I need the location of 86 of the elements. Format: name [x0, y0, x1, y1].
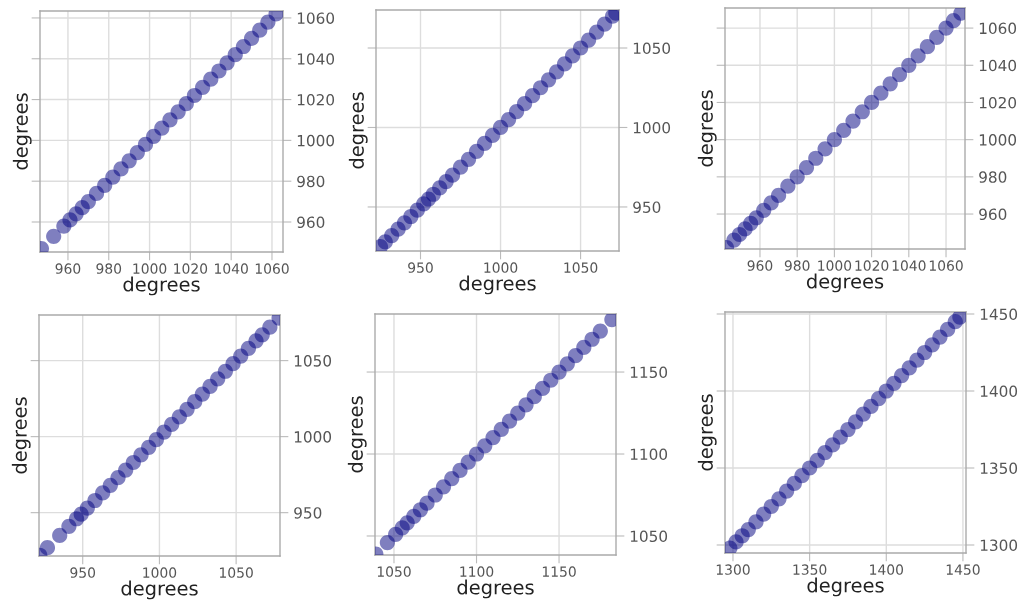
y-tick-label: 1050	[630, 530, 668, 542]
point	[52, 527, 68, 544]
y-tick-label: 1450	[980, 308, 1018, 321]
y-tick-label: 1400	[980, 385, 1018, 398]
x-tick-label: 1060	[255, 263, 289, 274]
x-tick-label: 1060	[929, 260, 963, 271]
point	[808, 150, 824, 166]
y-tick-label: 1020	[979, 96, 1017, 109]
x-tick-label: 1150	[542, 566, 576, 577]
point	[262, 319, 278, 335]
x-axis-title: degrees	[121, 580, 198, 600]
point	[770, 187, 787, 204]
y-axis-title: degrees	[348, 92, 368, 169]
x-tick-label: 1020	[174, 263, 208, 274]
x-axis-title: degrees	[457, 579, 534, 599]
point	[919, 39, 936, 55]
x-tick-label: 1000	[484, 262, 518, 273]
x-tick-label: 960	[747, 260, 773, 271]
x-tick-label: 1050	[377, 566, 411, 577]
x-tick-label: 1000	[143, 567, 177, 578]
x-tick-label: 950	[70, 567, 96, 578]
point	[789, 169, 805, 185]
y-tick-label: 1150	[630, 366, 668, 379]
y-tick-label: 1350	[980, 462, 1018, 475]
x-tick-label: 1000	[818, 260, 852, 271]
x-tick-label: 1000	[133, 263, 167, 274]
y-tick-label: 1000	[979, 134, 1017, 146]
y-axis-title: degrees	[12, 93, 32, 170]
point	[845, 113, 861, 129]
x-tick-label: 1020	[855, 260, 889, 271]
point	[817, 141, 833, 157]
x-tick-label: 960	[55, 263, 81, 274]
point	[952, 312, 966, 325]
y-tick-label: 1100	[630, 448, 668, 461]
point	[39, 540, 56, 556]
y-tick-label: 1060	[979, 22, 1017, 35]
point	[46, 228, 62, 244]
y-axis-title: degrees	[347, 396, 367, 473]
x-tick-label: 1040	[892, 260, 926, 271]
x-tick-label: 1300	[716, 564, 750, 575]
y-tick-label: 1000	[297, 134, 335, 147]
y-axis-title: degrees	[697, 394, 717, 471]
y-axis-title: degrees	[697, 90, 717, 167]
y-tick-label: 1050	[294, 355, 332, 367]
y-tick-label: 1040	[979, 59, 1017, 72]
y-tick-label: 1040	[297, 53, 335, 65]
y-tick-label: 950	[633, 201, 661, 213]
x-tick-label: 1050	[564, 262, 598, 273]
x-axis-title: degrees	[807, 577, 884, 597]
y-tick-label: 1300	[980, 539, 1018, 552]
point	[873, 85, 889, 101]
point	[901, 57, 917, 73]
x-tick-label: 950	[408, 262, 433, 273]
x-tick-label: 1450	[946, 564, 980, 575]
y-tick-label: 960	[297, 216, 325, 229]
point	[836, 122, 852, 138]
x-tick-label: 1400	[870, 564, 904, 575]
x-tick-label: 1350	[793, 564, 827, 575]
point	[864, 94, 880, 111]
point	[854, 104, 870, 120]
x-tick-label: 980	[784, 260, 810, 271]
y-tick-label: 980	[297, 175, 325, 188]
y-tick-label: 960	[979, 208, 1007, 221]
point	[882, 76, 898, 92]
x-tick-label: 1040	[215, 263, 248, 274]
y-tick-label: 1000	[294, 431, 332, 443]
x-tick-label: 1100	[460, 566, 494, 577]
point	[798, 159, 815, 176]
point	[910, 48, 926, 64]
x-axis-title: degrees	[123, 276, 200, 296]
point	[826, 132, 842, 148]
x-axis-title: degrees	[459, 275, 536, 295]
y-tick-label: 980	[979, 171, 1007, 183]
point	[929, 29, 945, 45]
y-tick-label: 1000	[633, 121, 671, 134]
y-tick-label: 1050	[633, 42, 671, 55]
x-axis-title: degrees	[806, 273, 884, 293]
y-tick-label: 1020	[297, 94, 335, 106]
y-tick-label: 950	[294, 507, 322, 519]
y-tick-label: 1060	[297, 12, 335, 24]
y-axis-title: degrees	[11, 397, 31, 474]
point	[780, 178, 796, 194]
x-tick-label: 1050	[219, 567, 253, 578]
point	[592, 323, 608, 339]
x-tick-label: 980	[96, 263, 122, 274]
point	[891, 66, 908, 83]
